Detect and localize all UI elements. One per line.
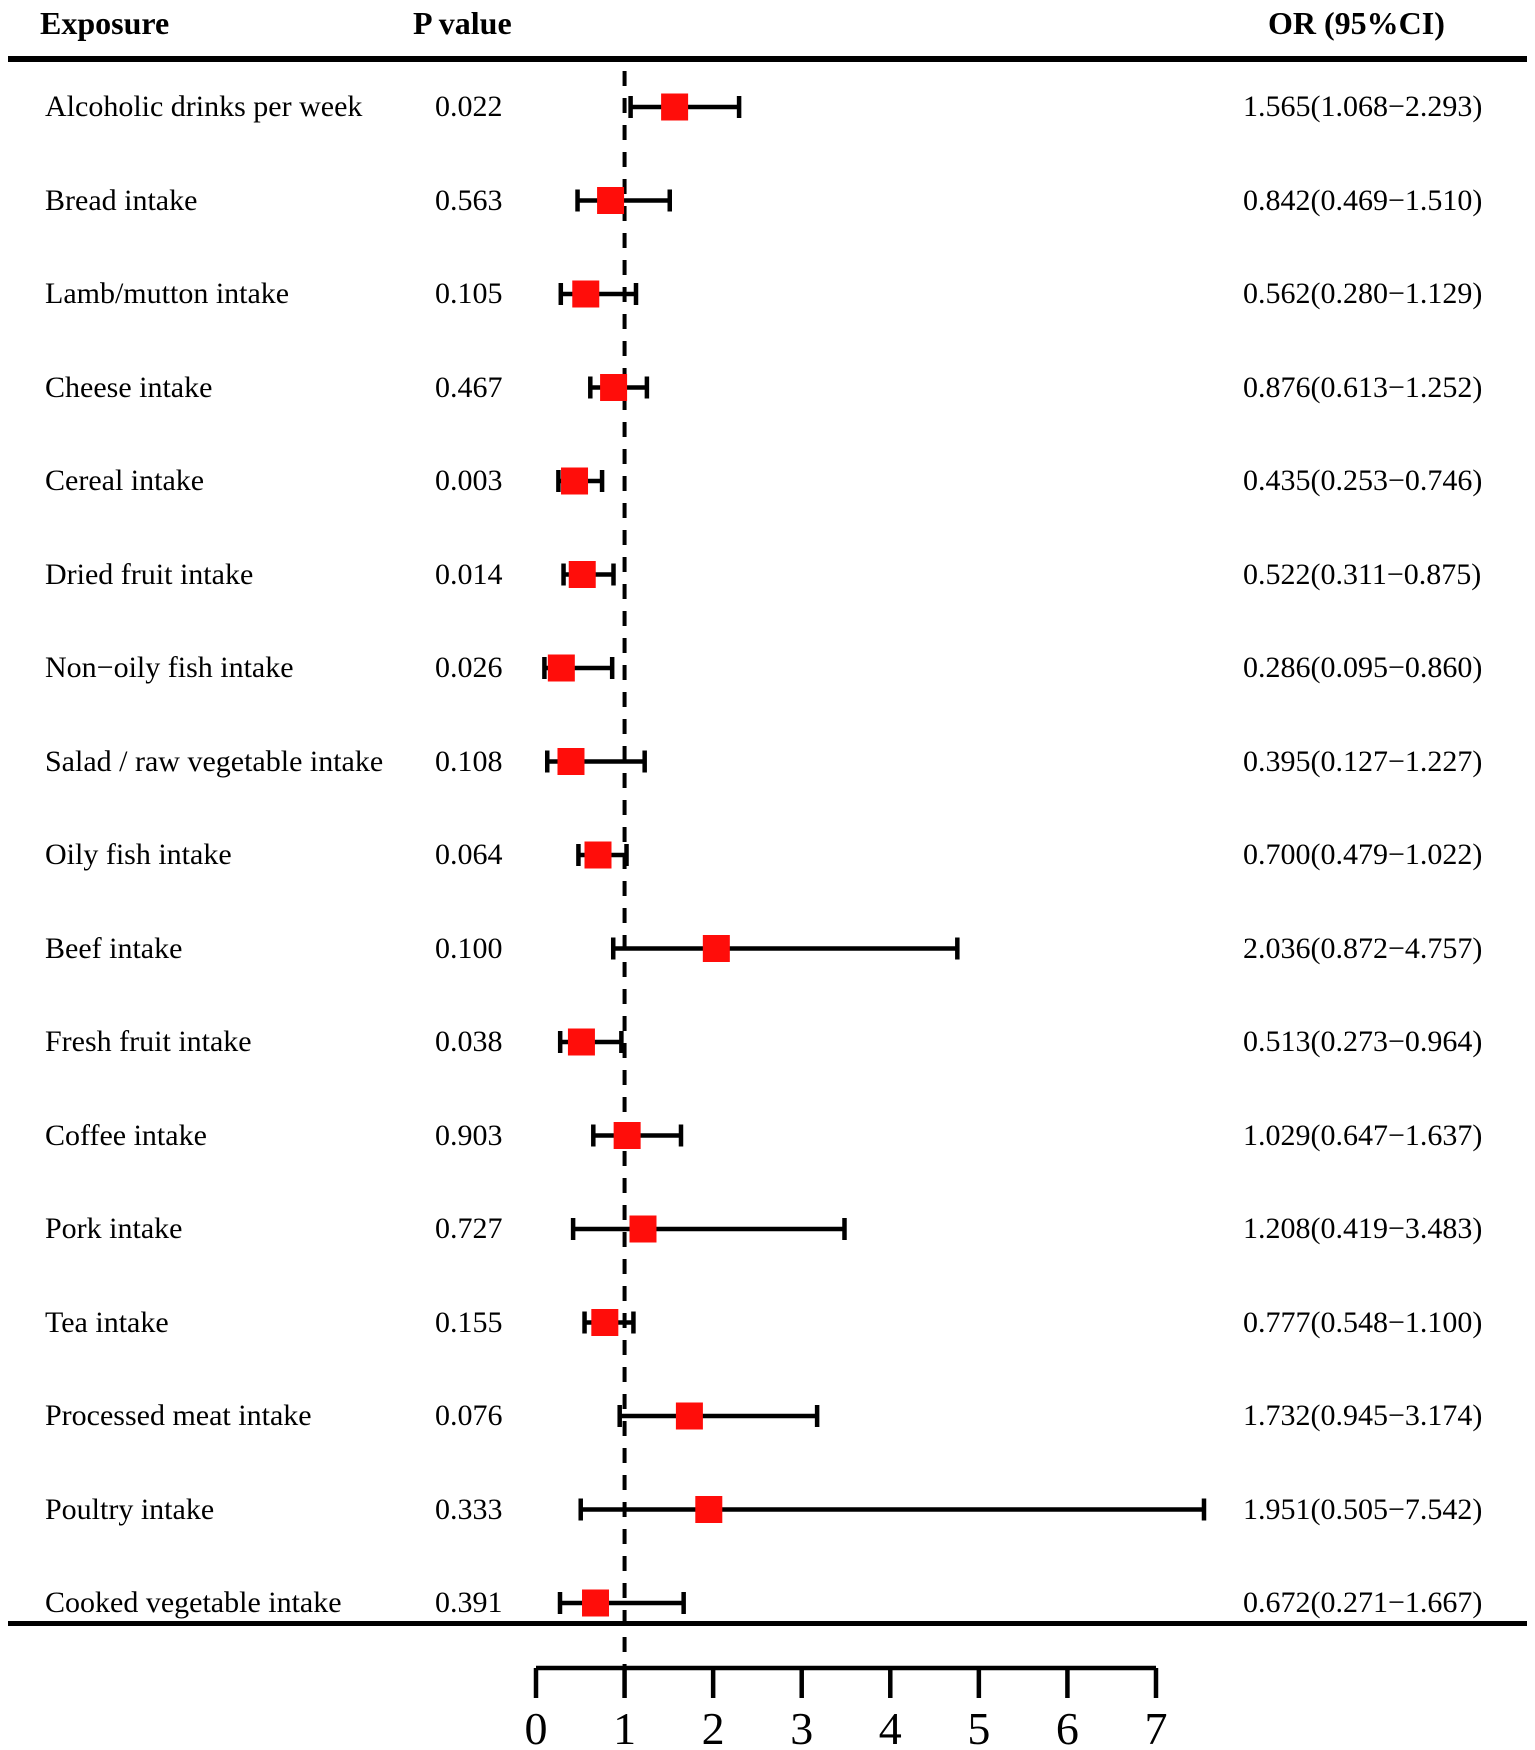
or-marker — [584, 841, 612, 869]
x-axis-tick-label: 6 — [1056, 1703, 1079, 1750]
or-marker — [600, 374, 628, 401]
or-marker — [567, 1028, 595, 1056]
column-header-exposure: Exposure — [40, 5, 170, 41]
p-value: 0.038 — [435, 1025, 503, 1058]
or-ci-value: 0.286(0.095−0.860) — [1243, 651, 1483, 684]
exposure-label: Bread intake — [45, 183, 198, 217]
p-value: 0.727 — [435, 1212, 503, 1245]
or-ci-value: 1.029(0.647−1.637) — [1243, 1118, 1483, 1152]
or-marker — [547, 654, 575, 682]
or-marker — [568, 561, 596, 588]
p-value: 0.026 — [435, 651, 503, 684]
or-marker — [702, 935, 730, 962]
or-marker — [613, 1122, 641, 1149]
x-axis-tick-label: 5 — [967, 1703, 990, 1750]
or-marker — [561, 467, 589, 495]
p-value: 0.391 — [435, 1586, 503, 1619]
p-value: 0.064 — [435, 838, 503, 871]
or-ci-value: 0.513(0.273−0.964) — [1243, 1025, 1483, 1058]
exposure-label: Lamb/mutton intake — [45, 277, 290, 310]
or-ci-value: 1.951(0.505−7.542) — [1243, 1492, 1483, 1526]
exposure-label: Alcoholic drinks per week — [45, 90, 363, 123]
exposure-label: Cheese intake — [45, 370, 213, 404]
exposure-label: Fresh fruit intake — [45, 1025, 252, 1058]
p-value: 0.076 — [435, 1399, 503, 1432]
x-axis-tick-label: 7 — [1144, 1703, 1167, 1750]
or-ci-value: 1.208(0.419−3.483) — [1243, 1212, 1483, 1245]
exposure-label: Processed meat intake — [45, 1399, 312, 1432]
exposure-label: Coffee intake — [45, 1118, 207, 1152]
or-marker — [597, 187, 625, 214]
p-value: 0.903 — [435, 1118, 503, 1152]
or-marker — [582, 1589, 610, 1617]
p-value: 0.022 — [435, 90, 503, 123]
column-header-or-ci: OR (95%CI) — [1268, 5, 1445, 41]
exposure-label: Poultry intake — [45, 1492, 215, 1526]
or-ci-value: 2.036(0.872−4.757) — [1243, 931, 1483, 965]
or-ci-value: 1.732(0.945−3.174) — [1243, 1399, 1483, 1432]
exposure-label: Tea intake — [45, 1305, 169, 1339]
p-value: 0.108 — [435, 744, 503, 778]
p-value: 0.100 — [435, 931, 503, 965]
column-header-p-value: P value — [413, 5, 512, 41]
or-ci-value: 0.395(0.127−1.227) — [1243, 744, 1483, 778]
exposure-label: Oily fish intake — [45, 838, 232, 871]
or-marker — [629, 1215, 657, 1243]
exposure-label: Cereal intake — [45, 464, 205, 497]
or-ci-value: 0.876(0.613−1.252) — [1243, 370, 1483, 404]
or-ci-value: 0.842(0.469−1.510) — [1243, 183, 1483, 217]
exposure-label: Pork intake — [45, 1212, 183, 1245]
header-divider-line — [8, 56, 1527, 62]
exposure-label: Salad / raw vegetable intake — [45, 744, 384, 778]
p-value: 0.333 — [435, 1492, 503, 1526]
p-value: 0.467 — [435, 370, 503, 404]
exposure-label: Dried fruit intake — [45, 557, 254, 591]
or-marker — [661, 93, 689, 121]
p-value: 0.155 — [435, 1305, 503, 1339]
p-value: 0.003 — [435, 464, 503, 497]
or-ci-value: 1.565(1.068−2.293) — [1243, 90, 1483, 123]
or-ci-value: 0.562(0.280−1.129) — [1243, 277, 1483, 310]
x-axis-tick-label: 2 — [702, 1703, 725, 1750]
p-value: 0.014 — [435, 557, 503, 591]
exposure-label: Non−oily fish intake — [45, 651, 294, 684]
x-axis-tick-label: 0 — [525, 1703, 548, 1750]
or-ci-value: 0.522(0.311−0.875) — [1243, 557, 1482, 591]
exposure-label: Cooked vegetable intake — [45, 1586, 342, 1619]
x-axis-tick-label: 3 — [790, 1703, 813, 1750]
p-value: 0.105 — [435, 277, 503, 310]
or-marker — [572, 280, 600, 308]
x-axis-tick-label: 1 — [613, 1703, 636, 1750]
or-marker — [675, 1402, 703, 1430]
p-value: 0.563 — [435, 183, 503, 217]
x-axis-tick-label: 4 — [879, 1703, 902, 1750]
exposure-label: Beef intake — [45, 931, 183, 965]
or-ci-value: 0.777(0.548−1.100) — [1243, 1305, 1483, 1339]
or-marker — [557, 748, 585, 775]
or-marker — [695, 1496, 723, 1523]
axis-divider-line — [8, 1621, 1527, 1626]
or-ci-value: 0.700(0.479−1.022) — [1243, 838, 1483, 871]
or-ci-value: 0.435(0.253−0.746) — [1243, 464, 1483, 497]
or-marker — [591, 1309, 619, 1336]
or-ci-value: 0.672(0.271−1.667) — [1243, 1586, 1483, 1619]
